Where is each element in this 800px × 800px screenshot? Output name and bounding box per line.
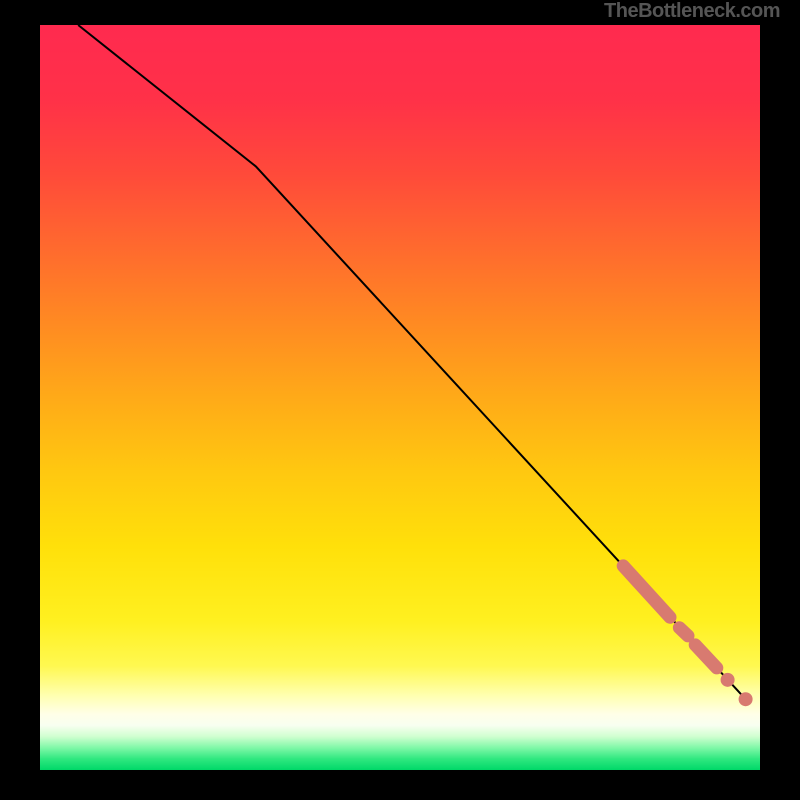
chart-container: TheBottleneck.com [0,0,800,800]
plot-background [40,25,760,770]
gradient-line-chart [0,0,800,800]
watermark-text: TheBottleneck.com [604,0,780,23]
marker-dot [739,692,753,706]
marker-dot [721,673,735,687]
marker-segment [679,628,688,636]
